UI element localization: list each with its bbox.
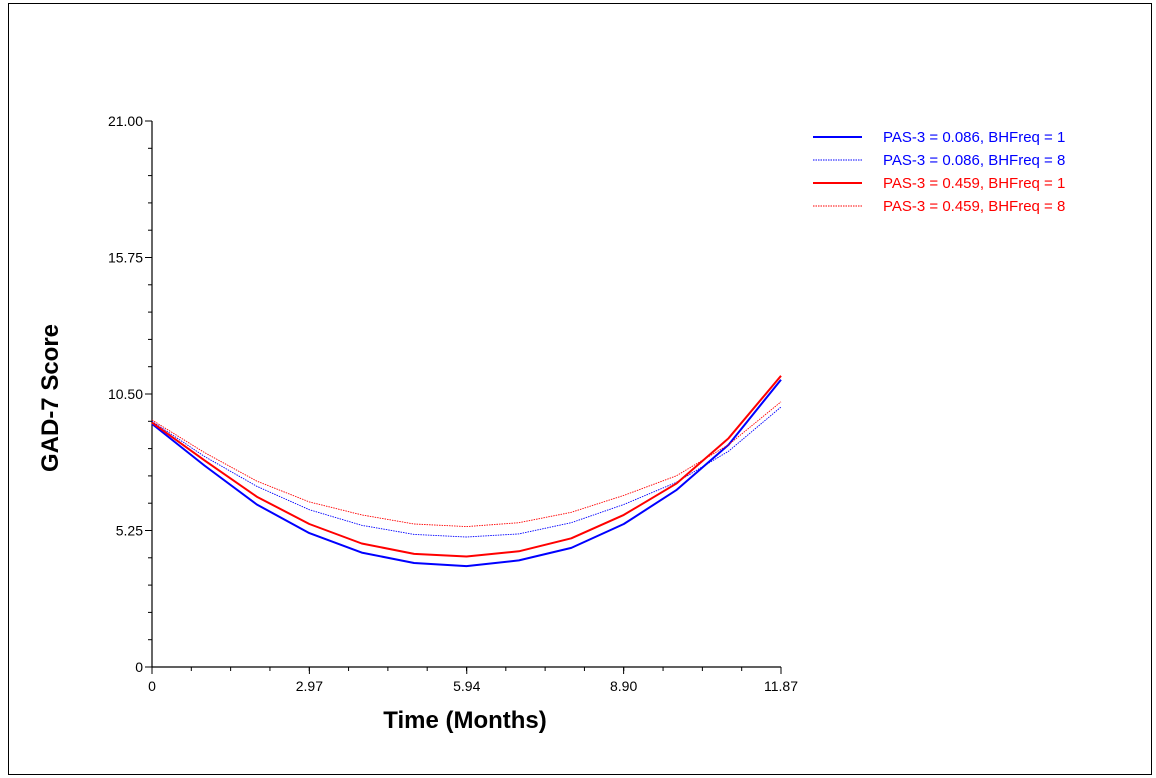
x-tick-label: 11.87 xyxy=(764,678,798,694)
y-tick-label: 5.25 xyxy=(116,523,143,539)
y-tick-label: 15.75 xyxy=(108,250,143,266)
y-axis-title: GAD-7 Score xyxy=(37,324,64,472)
legend-label: PAS-3 = 0.086, BHFreq = 1 xyxy=(883,129,1065,146)
series-line-1 xyxy=(151,379,782,568)
y-tick-label: 0 xyxy=(135,659,143,675)
x-axis-title: Time (Months) xyxy=(383,707,547,734)
x-tick-label: 0 xyxy=(148,678,156,694)
plot-area xyxy=(151,375,782,568)
x-tick-label: 2.97 xyxy=(296,678,323,694)
x-tick-label: 5.94 xyxy=(453,678,480,694)
series-line-2 xyxy=(151,406,782,538)
legend-label: PAS-3 = 0.459, BHFreq = 8 xyxy=(883,198,1065,215)
series-line-3 xyxy=(151,375,782,558)
legend-label: PAS-3 = 0.459, BHFreq = 1 xyxy=(883,175,1065,192)
y-tick-label: 21.00 xyxy=(108,113,143,129)
x-tick-label: 8.90 xyxy=(610,678,637,694)
axes: 0 5.25 10.50 15.75 21.00 0 2.97 5.94 8.90 11.87 xyxy=(108,113,798,694)
legend: PAS-3 = 0.086, BHFreq = 1 PAS-3 = 0.086, … xyxy=(813,129,1065,215)
chart-frame xyxy=(8,3,1152,775)
series-line-4 xyxy=(151,401,782,528)
y-tick-label: 10.50 xyxy=(108,386,143,402)
legend-label: PAS-3 = 0.086, BHFreq = 8 xyxy=(883,152,1065,169)
